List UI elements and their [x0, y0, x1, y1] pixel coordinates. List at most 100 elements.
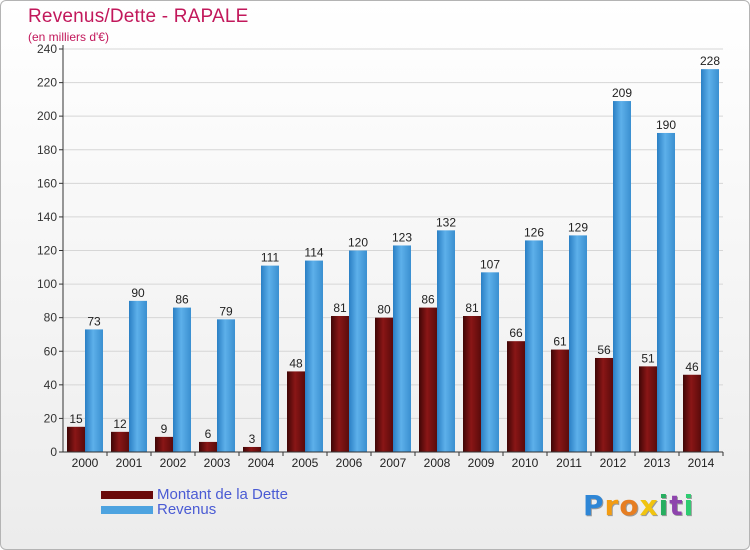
data-label: 12 — [113, 417, 127, 431]
data-label: 228 — [700, 54, 720, 68]
bar-dette — [287, 371, 305, 452]
x-tick-label: 2011 — [556, 456, 582, 470]
data-label: 90 — [131, 286, 145, 300]
bar-revenus — [569, 235, 587, 452]
data-label: 132 — [436, 215, 456, 229]
x-tick-label: 2013 — [644, 456, 671, 470]
bar-revenus — [261, 265, 279, 452]
bar-dette — [375, 317, 393, 452]
legend-swatch-dette — [101, 490, 153, 499]
bar-revenus — [437, 230, 455, 452]
x-tick-label: 2014 — [688, 456, 715, 470]
y-tick-label: 160 — [37, 176, 57, 190]
bar-dette — [639, 366, 657, 452]
bar-revenus — [657, 132, 675, 453]
x-tick-label: 2001 — [116, 456, 143, 470]
data-label: 81 — [333, 301, 347, 315]
bar-revenus — [85, 329, 103, 452]
bar-revenus — [129, 300, 147, 452]
bar-revenus — [217, 319, 235, 452]
x-tick-label: 2004 — [248, 456, 275, 470]
data-label: 129 — [568, 220, 588, 234]
bar-revenus — [525, 240, 543, 452]
logo-letter: t — [669, 489, 684, 522]
legend: Montant de la Dette Revenus — [101, 487, 288, 517]
y-tick-label: 20 — [44, 411, 58, 425]
bar-revenus — [349, 250, 367, 452]
data-label: 3 — [249, 432, 256, 446]
chart-title: Revenus/Dette - RAPALE — [28, 6, 249, 27]
bar-revenus — [393, 245, 411, 452]
data-label: 111 — [261, 251, 280, 265]
logo-letter: i — [683, 489, 695, 522]
bar-dette — [67, 426, 85, 452]
data-label: 107 — [480, 257, 500, 271]
logo-letter: r — [604, 489, 620, 522]
logo-letter: x — [639, 489, 659, 522]
proxiti-logo: Proxiti — [583, 489, 694, 522]
axes: 0 20 40 60 80 100 120 140 160 180 200 220 240 2000 200… — [37, 42, 724, 470]
bar-dette — [463, 315, 481, 452]
x-tick-label: 2008 — [424, 456, 451, 470]
x-tick-label: 2006 — [336, 456, 363, 470]
x-tick-label: 2005 — [292, 456, 319, 470]
logo-letter: i — [658, 489, 670, 522]
x-tick-label: 2000 — [72, 456, 99, 470]
y-tick-label: 60 — [44, 344, 58, 358]
data-label: 46 — [685, 360, 699, 374]
y-tick-label: 240 — [37, 42, 57, 56]
legend-item-dette: Montant de la Dette — [101, 487, 288, 502]
legend-label-dette: Montant de la Dette — [157, 486, 288, 503]
data-label: 86 — [175, 293, 189, 307]
x-tick-label: 2012 — [600, 456, 627, 470]
data-label: 15 — [69, 412, 83, 426]
y-tick-label: 0 — [50, 445, 57, 459]
data-label: 56 — [597, 343, 611, 357]
data-label: 123 — [392, 230, 412, 244]
data-label: 73 — [87, 314, 101, 328]
data-label: 61 — [553, 335, 567, 349]
x-tick-label: 2009 — [468, 456, 495, 470]
y-tick-label: 120 — [37, 244, 57, 258]
bars — [67, 69, 719, 453]
data-label: 80 — [377, 303, 391, 317]
y-tick-label: 220 — [37, 76, 57, 90]
data-label: 190 — [656, 118, 676, 132]
x-tick-label: 2010 — [512, 456, 539, 470]
bar-revenus — [173, 307, 191, 452]
data-label: 120 — [348, 236, 368, 250]
bar-dette — [155, 436, 173, 452]
x-tick-label: 2007 — [380, 456, 407, 470]
data-label: 9 — [161, 422, 168, 436]
y-tick-label: 140 — [37, 210, 57, 224]
data-label: 6 — [205, 427, 212, 441]
logo-letter: o — [619, 489, 640, 522]
x-tick-label: 2002 — [160, 456, 187, 470]
bar-dette — [507, 341, 525, 452]
legend-label-revenus: Revenus — [157, 501, 217, 518]
y-tick-label: 180 — [37, 143, 57, 157]
data-label: 86 — [421, 293, 435, 307]
data-label: 51 — [641, 351, 655, 365]
bar-dette — [111, 431, 129, 452]
legend-item-revenus: Revenus — [101, 502, 288, 517]
bar-revenus — [701, 69, 719, 453]
bar-dette — [551, 349, 569, 452]
data-label: 126 — [524, 225, 544, 239]
data-label: 48 — [289, 356, 303, 370]
data-label: 81 — [465, 301, 479, 315]
y-tick-label: 80 — [44, 311, 58, 325]
bar-dette — [419, 307, 437, 452]
bar-dette — [199, 441, 217, 452]
data-label: 66 — [509, 326, 523, 340]
bar-dette — [595, 357, 613, 452]
y-tick-label: 100 — [37, 277, 57, 291]
data-label: 79 — [219, 304, 233, 318]
bar-revenus — [613, 101, 631, 452]
bar-revenus — [481, 272, 499, 452]
data-label: 209 — [612, 86, 632, 100]
x-tick-label: 2003 — [204, 456, 231, 470]
bar-revenus — [305, 260, 323, 452]
